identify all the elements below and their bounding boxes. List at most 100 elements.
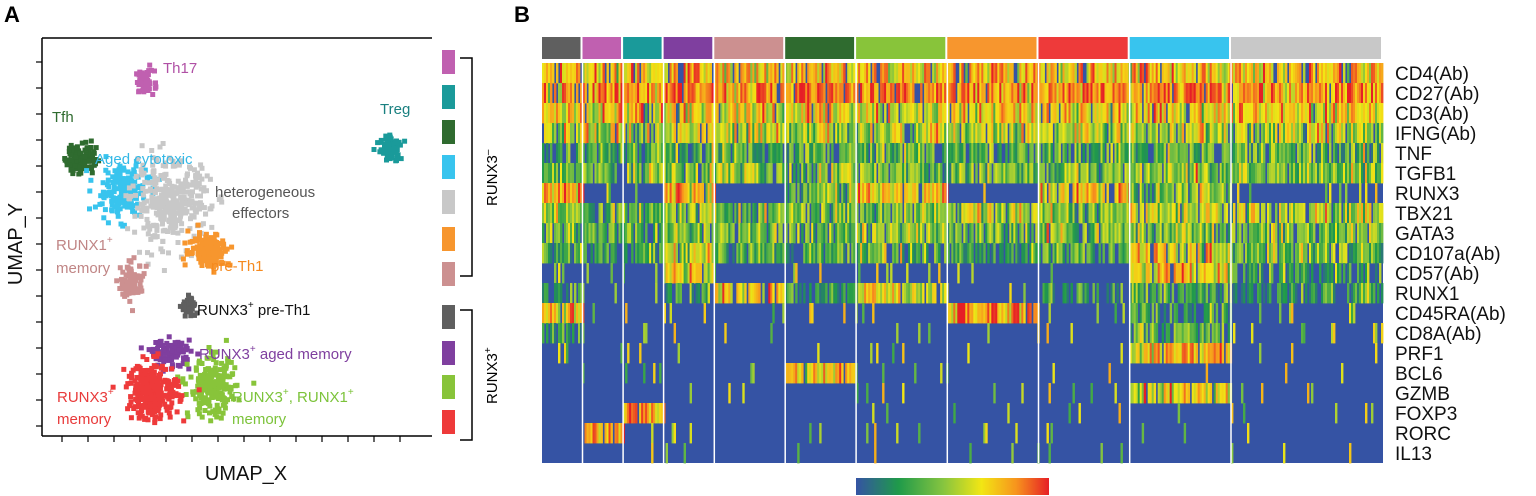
heatmap-cell [843,183,846,204]
heatmap-cell [594,103,597,124]
heatmap-cell [1052,243,1055,264]
heatmap-cell [1025,163,1028,184]
heatmap-cell [1013,103,1016,124]
heatmap-cell [1108,203,1111,224]
umap-point [207,383,213,389]
heatmap-cell [778,163,781,184]
heatmap-cell [995,163,998,184]
heatmap-cell [1124,203,1127,224]
heatmap-cell [847,283,850,304]
heatmap-cell [671,203,674,224]
heatmap-cell [809,303,812,324]
umap-point [382,144,388,150]
heatmap-cell [669,263,672,284]
heatmap-cell [608,163,611,184]
heatmap-cell [791,223,794,244]
heatmap-cell [762,103,765,124]
heatmap-cell [1082,103,1085,124]
heatmap-cell [904,183,907,204]
heatmap-cell [1062,103,1065,124]
umap-point [121,184,127,190]
heatmap-cell [815,83,818,104]
heatmap-cell [655,203,658,224]
umap-point [121,283,127,289]
heatmap-cell [1060,103,1063,124]
heatmap-cell [752,223,755,244]
umap-point [212,411,218,417]
heatmap-cell [1090,163,1093,184]
heatmap-cell [1131,103,1135,124]
heatmap-cell [801,183,804,204]
heatmap-cell [872,243,875,264]
heatmap-cell [1110,123,1113,144]
heatmap-cell [866,423,869,444]
heatmap-cell [752,243,755,264]
umap-point [215,246,221,252]
heatmap-cell [1114,303,1117,324]
heatmap-cell [663,303,666,324]
heatmap-cell [651,423,654,444]
heatmap-cell [647,203,650,224]
heatmap-cell [1013,303,1016,324]
heatmap-cell [1145,143,1149,164]
heatmap-cell [912,83,915,104]
heatmap-cell [681,163,684,184]
heatmap-cell [851,163,854,184]
heatmap-cell [987,323,990,344]
heatmap-cell [705,203,708,224]
heatmap-cell [748,103,751,124]
heatmap-cell [782,243,785,264]
heatmap-cell [1221,63,1225,84]
umap-point [148,203,154,209]
heatmap-cell [1082,123,1085,144]
umap-point [178,195,184,200]
heatmap-cell [1090,223,1093,244]
heatmap-cell [969,83,972,104]
umap-point [198,193,203,199]
umap-point [138,370,144,376]
umap-point [111,184,117,190]
umap-point [152,68,157,74]
umap-point [149,373,155,379]
umap-point [153,414,159,420]
heatmap-cell [892,243,895,264]
heatmap-cell [912,63,915,84]
umap-point [78,170,84,176]
umap-point [181,302,187,308]
heatmap-cell [853,63,856,84]
heatmap-cell [699,103,702,124]
umap-point [207,410,212,416]
heatmap-cell [661,163,664,184]
heatmap-cell [888,143,891,164]
heatmap-cell [829,63,832,84]
umap-point [153,222,159,228]
heatmap-cell [795,103,798,124]
heatmap-cell [1038,63,1041,84]
heatmap-cell [673,163,676,184]
heatmap-cell [858,263,861,284]
heatmap-cell [791,203,794,224]
heatmap-cell [1183,163,1187,184]
umap-point [141,271,147,277]
heatmap-cell [1157,163,1161,184]
heatmap-cell [890,223,893,244]
heatmap-cell [785,223,788,244]
heatmap-cell [558,143,561,164]
heatmap-cell [724,223,727,244]
umap-point [149,252,155,258]
heatmap-cell [1106,283,1109,304]
umap-y-label: UMAP_Y [5,203,27,285]
heatmap-cell [981,163,984,184]
heatmap-cell [718,63,721,84]
heatmap-cell [987,103,990,124]
heatmap-cell [631,403,634,424]
umap-point [220,245,226,251]
heatmap-cell [1116,143,1119,164]
umap-point [152,417,158,423]
heatmap-cell [1120,203,1123,224]
heatmap-cell [1189,103,1193,124]
heatmap-cell [1042,283,1045,304]
heatmap-cell [671,163,674,184]
umap-point [137,69,143,75]
umap-point [217,367,223,373]
